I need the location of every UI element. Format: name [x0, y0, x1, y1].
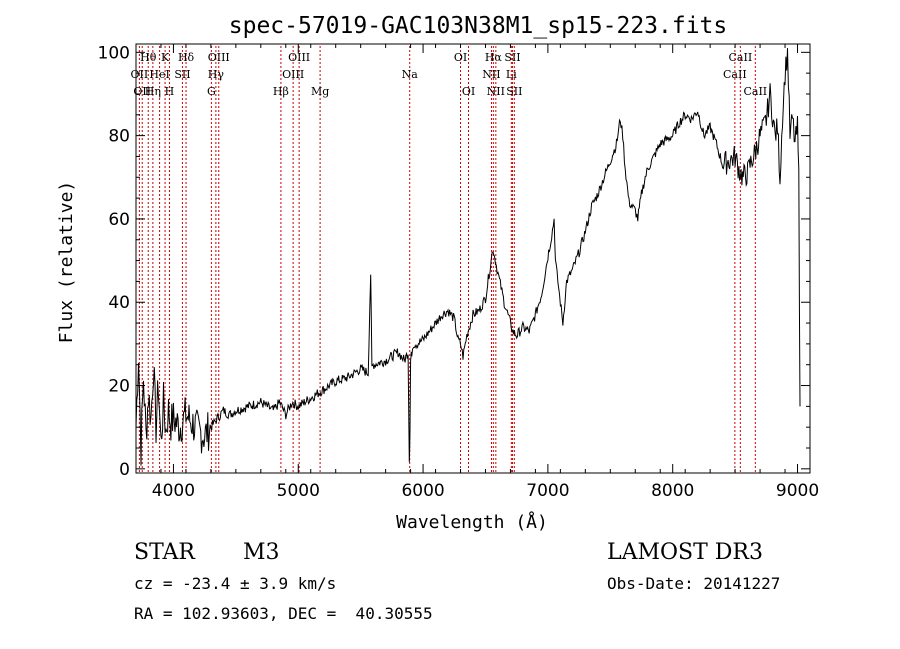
emission-line-labels: OII OII Hθ Hη HeI K H SII Hδ G Hγ OIII Hβ OIII OIII Mg N… — [131, 51, 768, 98]
x-tick-label: 9000 — [776, 481, 819, 501]
line-marker-label: HeI — [149, 68, 169, 81]
redshift-readout: cz = -23.4 ± 3.9 km/s — [134, 574, 337, 593]
x-tick-label: 7000 — [526, 481, 569, 501]
spectrum-line — [135, 48, 801, 466]
line-marker-label: Li — [506, 68, 517, 81]
line-marker-label: Hθ — [140, 51, 157, 64]
x-axis-ticks: 4000 5000 6000 7000 8000 9000 — [135, 44, 819, 501]
y-tick-label: 20 — [108, 377, 130, 397]
line-marker-label: CaII — [743, 85, 767, 98]
line-marker-label: Hδ — [178, 51, 195, 64]
line-marker-label: SII — [506, 85, 522, 98]
line-marker-label: NII — [487, 85, 505, 98]
line-marker-label: OI — [454, 51, 467, 64]
line-marker-label: CaII — [729, 51, 753, 64]
plot-frame — [135, 43, 811, 474]
x-tick-label: 6000 — [401, 481, 444, 501]
line-marker-label: K — [161, 51, 170, 64]
line-marker-label: Hη — [145, 85, 161, 98]
y-axis-ticks: 0 20 40 60 80 100 — [98, 43, 810, 480]
line-marker-label: Mg — [311, 85, 329, 98]
y-tick-label: 40 — [108, 293, 130, 313]
emission-line-markers — [138, 46, 756, 473]
object-subclass: M3 — [243, 540, 280, 565]
line-marker-label: OII — [131, 68, 149, 81]
line-marker-label: OII — [133, 85, 151, 98]
y-tick-label: 80 — [108, 127, 130, 147]
x-tick-label: 5000 — [277, 481, 320, 501]
line-marker-label: SII — [504, 51, 520, 64]
coordinates: RA = 102.93603, DEC = 40.30555 — [134, 604, 433, 623]
line-marker-label: CaII — [723, 68, 747, 81]
y-tick-label: 100 — [98, 43, 130, 63]
line-marker-label: Na — [402, 68, 419, 81]
line-marker-label: SII — [174, 68, 190, 81]
line-marker-label: OIII — [208, 51, 230, 64]
x-tick-label: 4000 — [152, 481, 195, 501]
y-axis-label: Flux (relative) — [56, 181, 77, 344]
line-marker-label: H — [165, 85, 175, 98]
y-tick-label: 60 — [108, 210, 130, 230]
line-marker-label: OI — [462, 85, 475, 98]
line-marker-label: Hγ — [208, 68, 225, 81]
object-class: STAR — [134, 540, 195, 565]
line-marker-label: Hβ — [273, 85, 289, 98]
line-marker-label: OIII — [282, 68, 304, 81]
line-marker-label: G — [207, 85, 216, 98]
line-marker-label: OIII — [288, 51, 310, 64]
chart-title: spec-57019-GAC103N38M1_sp15-223.fits — [229, 13, 728, 39]
x-axis-label: Wavelength (Å) — [396, 511, 548, 533]
y-tick-label: 0 — [119, 460, 130, 480]
line-marker-label: NII — [482, 68, 500, 81]
survey-name: LAMOST DR3 — [607, 540, 763, 565]
line-marker-label: Hα — [485, 51, 503, 64]
obs-date: Obs-Date: 20141227 — [607, 574, 781, 593]
x-tick-label: 8000 — [651, 481, 694, 501]
